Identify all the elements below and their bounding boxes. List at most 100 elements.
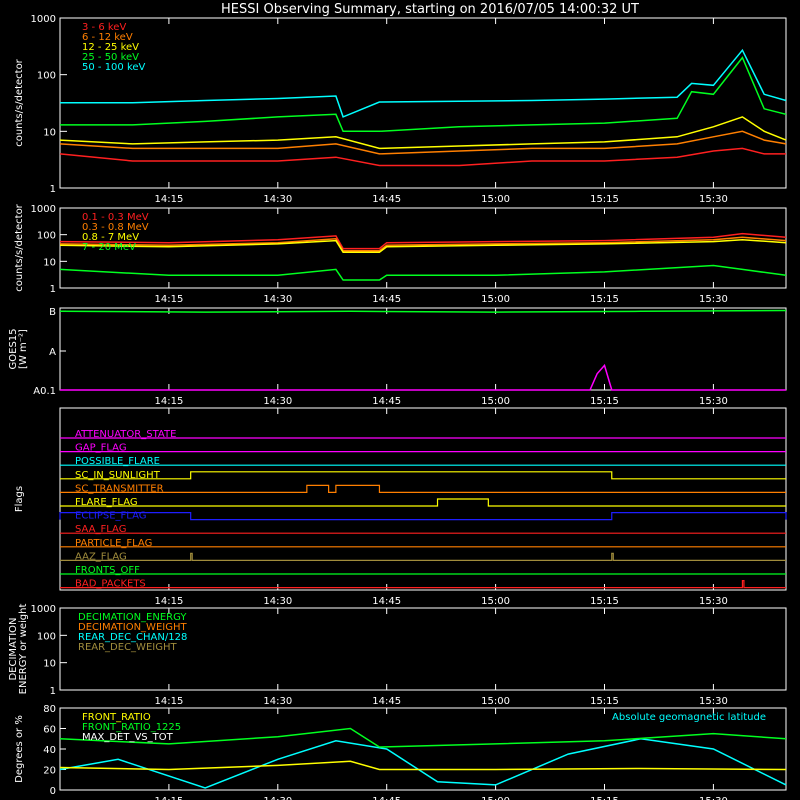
flags-x-tick-label: 15:00 <box>481 596 510 607</box>
counts-high-y-tick-label: 100 <box>37 231 56 242</box>
flags-flag-label: SAA_FLAG <box>75 524 126 535</box>
counts-high-x-tick-label: 15:00 <box>481 294 510 305</box>
decimation-y-label-2: ENERGY or weight <box>18 604 29 695</box>
decimation-x-tick-label: 15:15 <box>590 696 619 707</box>
ratios-series-2 <box>59 727 787 748</box>
flags-flag-label: FLARE_FLAG <box>75 497 138 508</box>
goes-x-tick-label: 15:00 <box>481 396 510 407</box>
counts-high-series-3 <box>59 264 787 281</box>
decimation-y-tick-label: 100 <box>37 631 56 642</box>
decimation-frame <box>59 607 787 691</box>
counts-high-y-tick-label: 1 <box>50 284 56 295</box>
decimation-x-tick-label: 15:00 <box>481 696 510 707</box>
chart-title: HESSI Observing Summary, starting on 201… <box>221 2 639 17</box>
ratios-x-tick-label: 15:15 <box>590 796 619 800</box>
decimation-x-tick-label: 14:45 <box>372 696 401 707</box>
ratios-y-tick-label: 80 <box>43 704 56 715</box>
counts-low-y-label: counts/s/detector <box>14 58 25 146</box>
counts-high-y-tick-label: 1000 <box>31 204 56 215</box>
flags-flag-label: PARTICLE_FLAG <box>75 538 152 549</box>
decimation-x-tick-label: 14:15 <box>154 696 183 707</box>
goes-x-tick-label: 14:30 <box>263 396 292 407</box>
flags-flag-label: AAZ_FLAG <box>75 551 127 562</box>
goes-series-1 <box>60 363 786 391</box>
counts-low-series-2 <box>59 116 787 150</box>
counts-high-x-tick-label: 14:45 <box>372 294 401 305</box>
flags-x-tick-label: 14:30 <box>263 596 292 607</box>
flags-flag-line <box>60 484 786 493</box>
ratios-y-tick-label: 0 <box>50 786 56 797</box>
counts-low-x-tick-label: 14:30 <box>263 194 292 205</box>
goes-x-tick-label: 14:15 <box>154 396 183 407</box>
decimation-legend-item: DECIMATION_ENERGY <box>78 612 187 623</box>
flags-flag-label: GAP_FLAG <box>75 443 127 454</box>
goes-x-tick-label: 15:30 <box>699 396 728 407</box>
ratios-x-tick-label: 15:30 <box>699 796 728 800</box>
ratios-y-label: Degrees or % <box>14 715 25 783</box>
ratios-legend-item: FRONT_RATIO <box>82 712 151 723</box>
flags-flag-label: FRONTS_OFF <box>75 565 140 576</box>
counts-high-y-label: counts/s/detector <box>14 203 25 291</box>
goes-x-tick-label: 14:45 <box>372 396 401 407</box>
ratios-legend-item: MAX_DET_VS_TOT <box>82 732 174 743</box>
counts-high-legend-item: 0.3 - 0.8 MeV <box>82 222 149 233</box>
counts-low-x-tick-label: 15:15 <box>590 194 619 205</box>
ratios-y-tick-label: 20 <box>43 766 56 777</box>
counts-low-series-1 <box>59 130 787 155</box>
decimation-y-label: DECIMATION <box>8 617 19 680</box>
flags-x-tick-label: 14:45 <box>372 596 401 607</box>
flags-x-tick-label: 14:15 <box>154 596 183 607</box>
flags-flag-line <box>60 498 786 507</box>
counts-low-legend-item: 12 - 25 keV <box>82 42 139 53</box>
flags-flag-line <box>60 552 786 562</box>
ratios-x-tick-label: 14:15 <box>154 796 183 800</box>
counts-high-legend-item: 7 - 20 MeV <box>82 242 136 253</box>
counts-high-x-tick-label: 15:30 <box>699 294 728 305</box>
counts-high-frame <box>59 207 787 289</box>
counts-low-x-tick-label: 15:00 <box>481 194 510 205</box>
goes-y-label-2: [W m⁻²] <box>18 329 29 369</box>
flags-x-tick-label: 15:15 <box>590 596 619 607</box>
ratios-x-tick-label: 14:30 <box>263 796 292 800</box>
flags-x-tick-label: 15:30 <box>699 596 728 607</box>
ratios-annotation: Absolute geomagnetic latitude <box>612 712 766 723</box>
decimation-legend-item: DECIMATION_WEIGHT <box>78 622 187 633</box>
flags-flag-label: POSSIBLE_FLARE <box>75 456 160 467</box>
flags-flag-label: SC_TRANSMITTER <box>75 483 164 494</box>
counts-low-y-tick-label: 100 <box>37 71 56 82</box>
decimation-y-tick-label: 1 <box>50 686 56 697</box>
counts-high-x-tick-label: 14:15 <box>154 294 183 305</box>
counts-low-legend-item: 6 - 12 keV <box>82 32 133 43</box>
counts-high-x-tick-label: 14:30 <box>263 294 292 305</box>
ratios-y-tick-label: 40 <box>43 745 56 756</box>
flags-flag-line <box>59 511 787 521</box>
counts-low-y-tick-label: 10 <box>43 127 56 138</box>
ratios-series-0 <box>59 738 787 789</box>
counts-high-x-tick-label: 15:15 <box>590 294 619 305</box>
goes-y-label: GOES15 <box>8 328 19 369</box>
decimation-x-tick-label: 15:30 <box>699 696 728 707</box>
flags-flag-label: ATTENUATOR_STATE <box>75 429 176 440</box>
goes-series-0 <box>59 309 787 313</box>
goes-x-tick-label: 15:15 <box>590 396 619 407</box>
counts-low-legend-item: 50 - 100 keV <box>82 62 146 73</box>
counts-low-x-tick-label: 14:45 <box>372 194 401 205</box>
flags-flag-line <box>60 471 786 480</box>
ratios-legend-item: FRONT_RATIO_1225 <box>82 722 181 733</box>
flags-frame <box>59 407 787 591</box>
counts-high-y-tick-label: 10 <box>43 257 56 268</box>
ratios-series-1 <box>59 760 787 771</box>
counts-high-series-2 <box>59 238 787 253</box>
flags-flag-label: ECLIPSE_FLAG <box>75 511 146 522</box>
decimation-legend-item: REAR_DEC_WEIGHT <box>78 642 177 653</box>
counts-low-y-tick-label: 1000 <box>31 14 56 25</box>
ratios-y-tick-label: 60 <box>43 725 56 736</box>
goes-y-tick-label: A0.1 <box>33 386 56 397</box>
flags-flag-line <box>60 579 786 589</box>
goes-y-tick-label: A <box>49 347 56 358</box>
counts-high-series-1 <box>59 236 787 252</box>
counts-low-series-0 <box>59 147 786 167</box>
counts-low-x-tick-label: 15:30 <box>699 194 728 205</box>
decimation-x-tick-label: 14:30 <box>263 696 292 707</box>
